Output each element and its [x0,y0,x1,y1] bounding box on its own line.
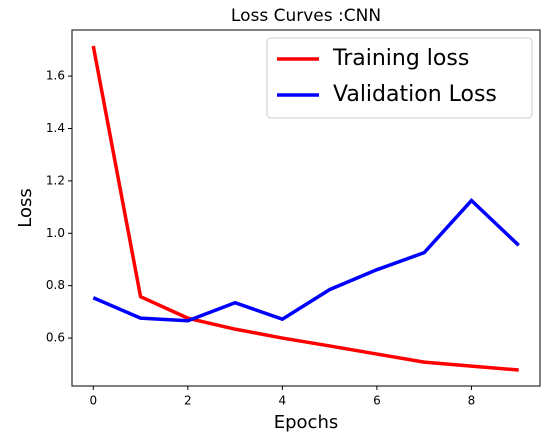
x-tick-label: 8 [468,394,476,408]
y-tick-label: 1.2 [46,173,65,187]
x-tick-label: 2 [184,394,192,408]
legend-box [266,37,533,119]
y-tick-label: 0.6 [46,331,65,345]
y-tick-label: 0.8 [46,278,65,292]
y-tick-label: 1.6 [46,69,65,83]
plot-frame [71,29,541,387]
x-axis-label: Epochs [274,412,339,433]
x-tick-label: 4 [279,394,287,408]
line-series [92,198,520,323]
chart-title: Loss Curves :CNN [231,6,381,26]
legend-label: Validation Loss [333,82,497,107]
y-tick-label: 1.0 [46,226,65,240]
legend-label: Training loss [332,46,469,71]
x-tick-label: 0 [89,394,97,408]
line-series [91,45,519,372]
y-tick-label: 1.4 [46,121,65,135]
y-axis-label: Loss [15,188,36,227]
x-tick-label: 6 [373,394,381,408]
